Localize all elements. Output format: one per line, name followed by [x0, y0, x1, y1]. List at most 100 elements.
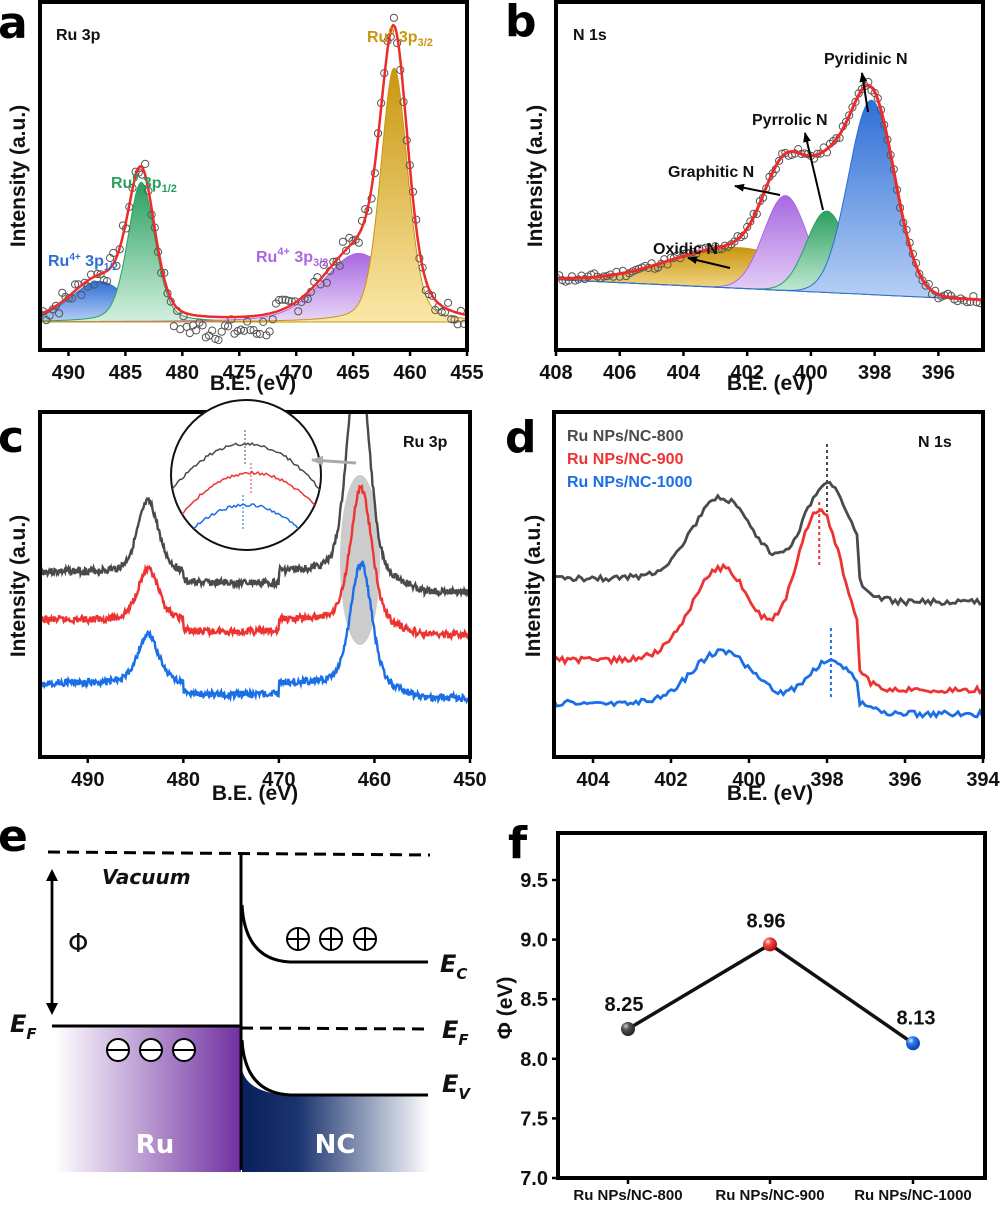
data-point: [338, 237, 347, 246]
tick-label: 480: [167, 769, 200, 791]
negative-charges: [106, 1038, 196, 1062]
series-line: [556, 507, 981, 696]
tick-label: 406: [603, 362, 636, 384]
panel-title: Ru 3p: [56, 27, 101, 44]
data-point: [444, 298, 453, 307]
tick-label: 490: [71, 769, 104, 791]
panel-a-ru3p-fit: a 490 485 480 475 470 465 460 455 B.E. (eV) Int…: [0, 0, 484, 395]
tick-label: 485: [109, 362, 142, 384]
ef-right-label: EF: [442, 1016, 469, 1049]
legend-ru-nps-nc-900: Ru NPs/NC-900: [567, 451, 684, 468]
panel-label-a: a: [0, 0, 28, 49]
minus-charge-icon: [106, 1038, 130, 1062]
data-line: [627, 942, 914, 1045]
category-label: Ru NPs/NC-900: [715, 1187, 824, 1204]
tick-label: 402: [731, 362, 764, 384]
nc-label: NC: [315, 1130, 356, 1160]
minus-charge-icon: [139, 1038, 163, 1062]
tick-label: 402: [654, 769, 687, 791]
tick-label: 404: [576, 769, 610, 791]
data-point: [214, 335, 223, 345]
plot-frame: [554, 0, 985, 352]
tick-label: 400: [732, 769, 765, 791]
data-point: [453, 320, 462, 329]
y-axis-label: Intensity (a.u.): [524, 105, 547, 247]
data-point: [224, 322, 233, 331]
ru: Ru: [367, 29, 388, 46]
tick-label: 396: [922, 362, 955, 384]
tick-label: 400: [794, 362, 827, 384]
tick-label: 8.0: [520, 1049, 548, 1071]
data-point: [354, 238, 363, 247]
sub: 3/2: [418, 37, 433, 49]
panel-b-n1s-fit: b 408 406 404 402 400 398 396 B.E. (eV) Intens…: [505, 0, 985, 395]
mid: 3p: [81, 253, 104, 270]
value-label: 8.13: [897, 1007, 936, 1029]
tick-label: 470: [280, 362, 313, 384]
panel-title: Ru 3p: [403, 434, 448, 451]
plus-charge-icon: [319, 927, 343, 951]
data-point: [246, 326, 255, 335]
label-ru4-3p12: Ru4+ 3p1/2: [48, 252, 118, 273]
label-ru0-3p32: Ru0 3p3/2: [367, 26, 433, 49]
tick-label: 398: [810, 769, 843, 791]
sup: 0: [132, 172, 138, 184]
data-point: [90, 280, 99, 289]
tick-label: 7.5: [520, 1108, 548, 1130]
data-points: 8.25 8.96 8.13: [605, 910, 936, 1051]
data-point: [51, 301, 61, 310]
x-axis-label: B.E. (eV): [727, 782, 813, 805]
y-axis-label: Intensity (a.u.): [7, 105, 30, 247]
tick-label: 404: [667, 362, 701, 384]
ec-label: EC: [440, 950, 467, 983]
data-point: [45, 311, 54, 320]
tick-label: 450: [453, 769, 486, 791]
data-point: [255, 329, 265, 339]
sup: 4+: [277, 246, 290, 258]
connecting-line: [627, 942, 914, 1045]
value-label: 8.96: [747, 910, 786, 932]
sup: 0: [388, 26, 394, 38]
panel-e-band-diagram: e Vacuum Φ EF EC EF EV Ru NC: [0, 811, 471, 1172]
legend-ru-nps-nc-800: Ru NPs/NC-800: [567, 428, 684, 445]
ev-band-line: [240, 1039, 428, 1097]
tick-label: 396: [888, 769, 921, 791]
panel-title: N 1s: [918, 434, 952, 451]
positive-charges: [286, 927, 377, 951]
x-axis-ticks: Ru NPs/NC-800 Ru NPs/NC-900 Ru NPs/NC-1000: [573, 1178, 972, 1204]
y-axis-label: Intensity (a.u.): [7, 515, 30, 657]
category-label: Ru NPs/NC-1000: [854, 1187, 972, 1204]
panel-d-n1s-comparison: d 404 402 400 398 396 394 B.E. (eV) Intensity…: [505, 410, 1000, 805]
plus-charge-icon: [286, 927, 310, 951]
data-point: [319, 260, 328, 269]
arrow-graphitic: [734, 183, 781, 196]
ru: Ru: [256, 249, 277, 266]
fit-curve: [558, 83, 981, 302]
data-point: [55, 309, 64, 318]
sub: 1/2: [104, 262, 118, 273]
tick-label: 408: [539, 362, 572, 384]
e: E: [440, 950, 457, 978]
panel-label-b: b: [505, 0, 537, 47]
x-axis-ticks: 490 485 480 475 470 465 460 455: [52, 350, 484, 384]
data-point: [621, 1022, 635, 1036]
data-point: [99, 276, 108, 285]
panel-label-f: f: [508, 818, 528, 869]
data-point: [284, 296, 293, 305]
data-point: [322, 278, 331, 287]
data-point: [141, 159, 150, 168]
ru: Ru: [111, 175, 132, 192]
data-point: [278, 295, 287, 304]
arrow-pyrrolic: [803, 132, 824, 211]
data-point: [198, 321, 207, 330]
sub: 3/2: [313, 257, 328, 269]
data-point: [182, 322, 191, 331]
plus-charge-icon: [353, 927, 377, 951]
spectra-lines: [42, 414, 468, 705]
e: E: [442, 1070, 459, 1098]
data-point: [169, 322, 178, 331]
inset-line: [171, 441, 321, 492]
plot-frame: [552, 410, 985, 759]
inset-lines: [171, 430, 321, 550]
ev-label: EV: [442, 1070, 471, 1103]
